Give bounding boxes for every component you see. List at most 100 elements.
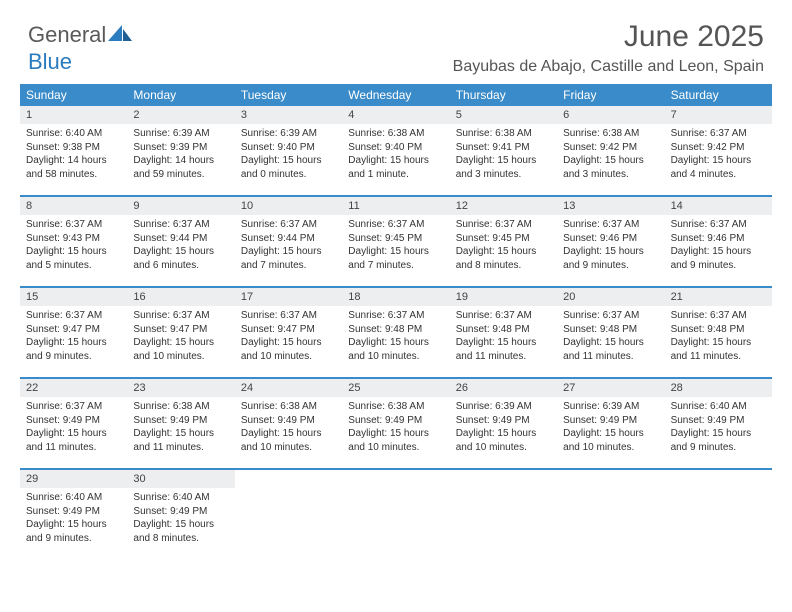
- day-details: Sunrise: 6:38 AMSunset: 9:49 PMDaylight:…: [342, 397, 449, 462]
- calendar-day: 23Sunrise: 6:38 AMSunset: 9:49 PMDayligh…: [127, 379, 234, 462]
- day-number: 27: [557, 379, 664, 397]
- day-number: 8: [20, 197, 127, 215]
- day-number: 15: [20, 288, 127, 306]
- calendar-day: 12Sunrise: 6:37 AMSunset: 9:45 PMDayligh…: [450, 197, 557, 280]
- day-details: Sunrise: 6:38 AMSunset: 9:49 PMDaylight:…: [235, 397, 342, 462]
- calendar-day: 8Sunrise: 6:37 AMSunset: 9:43 PMDaylight…: [20, 197, 127, 280]
- day-details: Sunrise: 6:37 AMSunset: 9:47 PMDaylight:…: [127, 306, 234, 371]
- day-details: Sunrise: 6:39 AMSunset: 9:49 PMDaylight:…: [557, 397, 664, 462]
- calendar-day: 7Sunrise: 6:37 AMSunset: 9:42 PMDaylight…: [665, 106, 772, 189]
- calendar-day: 29Sunrise: 6:40 AMSunset: 9:49 PMDayligh…: [20, 470, 127, 553]
- calendar-day: 14Sunrise: 6:37 AMSunset: 9:46 PMDayligh…: [665, 197, 772, 280]
- calendar-day: 15Sunrise: 6:37 AMSunset: 9:47 PMDayligh…: [20, 288, 127, 371]
- day-number: 18: [342, 288, 449, 306]
- calendar-day: 1Sunrise: 6:40 AMSunset: 9:38 PMDaylight…: [20, 106, 127, 189]
- weekday-header-cell: Sunday: [20, 84, 127, 106]
- calendar-day: 16Sunrise: 6:37 AMSunset: 9:47 PMDayligh…: [127, 288, 234, 371]
- day-number: 13: [557, 197, 664, 215]
- day-details: Sunrise: 6:37 AMSunset: 9:45 PMDaylight:…: [342, 215, 449, 280]
- calendar-day: 28Sunrise: 6:40 AMSunset: 9:49 PMDayligh…: [665, 379, 772, 462]
- calendar-day: 26Sunrise: 6:39 AMSunset: 9:49 PMDayligh…: [450, 379, 557, 462]
- calendar-day: [665, 470, 772, 553]
- location-subtitle: Bayubas de Abajo, Castille and Leon, Spa…: [453, 58, 764, 76]
- weekday-header-cell: Friday: [557, 84, 664, 106]
- day-details: Sunrise: 6:38 AMSunset: 9:49 PMDaylight:…: [127, 397, 234, 462]
- day-details: Sunrise: 6:37 AMSunset: 9:49 PMDaylight:…: [20, 397, 127, 462]
- calendar-day: [342, 470, 449, 553]
- calendar-day: 2Sunrise: 6:39 AMSunset: 9:39 PMDaylight…: [127, 106, 234, 189]
- day-number: 9: [127, 197, 234, 215]
- calendar-day: 17Sunrise: 6:37 AMSunset: 9:47 PMDayligh…: [235, 288, 342, 371]
- day-details: Sunrise: 6:37 AMSunset: 9:48 PMDaylight:…: [342, 306, 449, 371]
- calendar-day: 11Sunrise: 6:37 AMSunset: 9:45 PMDayligh…: [342, 197, 449, 280]
- day-details: Sunrise: 6:37 AMSunset: 9:42 PMDaylight:…: [665, 124, 772, 189]
- day-details: [557, 476, 664, 538]
- calendar-day: 9Sunrise: 6:37 AMSunset: 9:44 PMDaylight…: [127, 197, 234, 280]
- calendar-day: 6Sunrise: 6:38 AMSunset: 9:42 PMDaylight…: [557, 106, 664, 189]
- calendar-day: 19Sunrise: 6:37 AMSunset: 9:48 PMDayligh…: [450, 288, 557, 371]
- calendar: SundayMondayTuesdayWednesdayThursdayFrid…: [20, 84, 772, 553]
- day-number: 6: [557, 106, 664, 124]
- calendar-week: 1Sunrise: 6:40 AMSunset: 9:38 PMDaylight…: [20, 106, 772, 189]
- day-details: Sunrise: 6:37 AMSunset: 9:45 PMDaylight:…: [450, 215, 557, 280]
- calendar-day: 20Sunrise: 6:37 AMSunset: 9:48 PMDayligh…: [557, 288, 664, 371]
- day-number: 19: [450, 288, 557, 306]
- weekday-header-cell: Saturday: [665, 84, 772, 106]
- calendar-day: 5Sunrise: 6:38 AMSunset: 9:41 PMDaylight…: [450, 106, 557, 189]
- day-details: [665, 476, 772, 538]
- day-number: 7: [665, 106, 772, 124]
- calendar-day: [235, 470, 342, 553]
- day-details: Sunrise: 6:37 AMSunset: 9:43 PMDaylight:…: [20, 215, 127, 280]
- day-number: 28: [665, 379, 772, 397]
- day-number: 10: [235, 197, 342, 215]
- calendar-day: [450, 470, 557, 553]
- day-details: [342, 476, 449, 538]
- calendar-day: 18Sunrise: 6:37 AMSunset: 9:48 PMDayligh…: [342, 288, 449, 371]
- weekday-header: SundayMondayTuesdayWednesdayThursdayFrid…: [20, 84, 772, 106]
- calendar-day: 27Sunrise: 6:39 AMSunset: 9:49 PMDayligh…: [557, 379, 664, 462]
- day-details: Sunrise: 6:37 AMSunset: 9:47 PMDaylight:…: [235, 306, 342, 371]
- day-number: 2: [127, 106, 234, 124]
- day-number: 24: [235, 379, 342, 397]
- day-number: 3: [235, 106, 342, 124]
- day-number: 12: [450, 197, 557, 215]
- calendar-day: 25Sunrise: 6:38 AMSunset: 9:49 PMDayligh…: [342, 379, 449, 462]
- day-number: 1: [20, 106, 127, 124]
- day-details: [450, 476, 557, 538]
- day-details: Sunrise: 6:37 AMSunset: 9:44 PMDaylight:…: [127, 215, 234, 280]
- day-details: Sunrise: 6:39 AMSunset: 9:39 PMDaylight:…: [127, 124, 234, 189]
- day-details: Sunrise: 6:40 AMSunset: 9:38 PMDaylight:…: [20, 124, 127, 189]
- calendar-day: 4Sunrise: 6:38 AMSunset: 9:40 PMDaylight…: [342, 106, 449, 189]
- calendar-week: 22Sunrise: 6:37 AMSunset: 9:49 PMDayligh…: [20, 377, 772, 462]
- day-details: Sunrise: 6:40 AMSunset: 9:49 PMDaylight:…: [665, 397, 772, 462]
- weekday-header-cell: Wednesday: [342, 84, 449, 106]
- calendar-day: 30Sunrise: 6:40 AMSunset: 9:49 PMDayligh…: [127, 470, 234, 553]
- day-number: 25: [342, 379, 449, 397]
- day-number: 16: [127, 288, 234, 306]
- brand-sail-icon: [108, 23, 134, 49]
- calendar-day: [557, 470, 664, 553]
- day-details: Sunrise: 6:38 AMSunset: 9:42 PMDaylight:…: [557, 124, 664, 189]
- day-number: 29: [20, 470, 127, 488]
- brand-line1: General: [28, 22, 106, 47]
- day-number: 23: [127, 379, 234, 397]
- brand-line2: Blue: [28, 49, 72, 74]
- day-number: 14: [665, 197, 772, 215]
- day-details: Sunrise: 6:37 AMSunset: 9:48 PMDaylight:…: [665, 306, 772, 371]
- day-details: Sunrise: 6:39 AMSunset: 9:40 PMDaylight:…: [235, 124, 342, 189]
- calendar-week: 8Sunrise: 6:37 AMSunset: 9:43 PMDaylight…: [20, 195, 772, 280]
- day-details: Sunrise: 6:38 AMSunset: 9:41 PMDaylight:…: [450, 124, 557, 189]
- weekday-header-cell: Thursday: [450, 84, 557, 106]
- day-details: Sunrise: 6:37 AMSunset: 9:44 PMDaylight:…: [235, 215, 342, 280]
- day-details: Sunrise: 6:37 AMSunset: 9:46 PMDaylight:…: [557, 215, 664, 280]
- day-number: 22: [20, 379, 127, 397]
- day-details: Sunrise: 6:37 AMSunset: 9:46 PMDaylight:…: [665, 215, 772, 280]
- day-details: Sunrise: 6:37 AMSunset: 9:47 PMDaylight:…: [20, 306, 127, 371]
- calendar-day: 21Sunrise: 6:37 AMSunset: 9:48 PMDayligh…: [665, 288, 772, 371]
- day-details: Sunrise: 6:38 AMSunset: 9:40 PMDaylight:…: [342, 124, 449, 189]
- day-details: Sunrise: 6:40 AMSunset: 9:49 PMDaylight:…: [127, 488, 234, 553]
- weekday-header-cell: Tuesday: [235, 84, 342, 106]
- day-details: Sunrise: 6:37 AMSunset: 9:48 PMDaylight:…: [557, 306, 664, 371]
- brand-logo: General Blue: [28, 22, 134, 75]
- calendar-day: 24Sunrise: 6:38 AMSunset: 9:49 PMDayligh…: [235, 379, 342, 462]
